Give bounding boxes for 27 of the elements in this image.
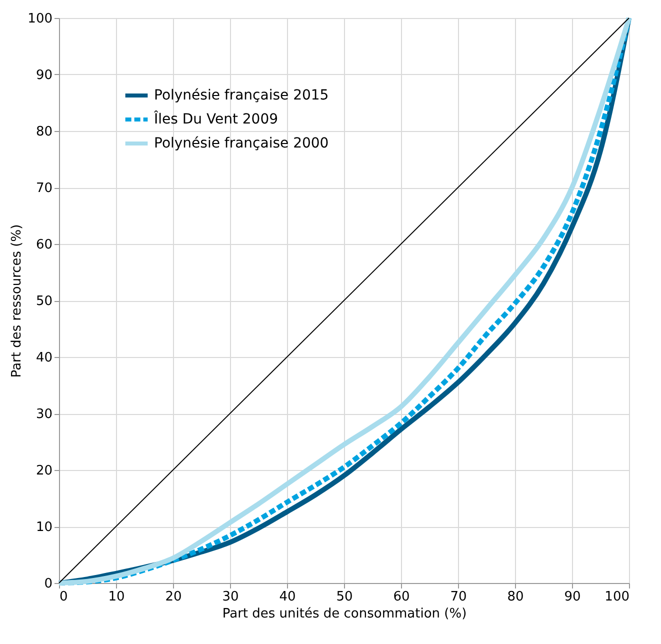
- x-tick-label: 0: [60, 590, 68, 604]
- legend-label: Îles Du Vent 2009: [154, 110, 278, 128]
- legend-label: Polynésie française 2000: [154, 136, 329, 152]
- x-tick-label: 30: [222, 590, 239, 604]
- y-tick-label: 20: [36, 464, 52, 478]
- x-tick-label: 10: [108, 590, 125, 604]
- y-tick-label: 60: [36, 238, 52, 252]
- x-tick-label: 50: [336, 590, 353, 604]
- x-tick-label: 100: [604, 590, 630, 604]
- x-tick-label: 40: [279, 590, 296, 604]
- y-tick-label: 10: [36, 520, 52, 535]
- x-tick-label: 20: [165, 590, 182, 604]
- x-tick-label: 90: [564, 590, 581, 604]
- y-tick-label: 80: [36, 124, 52, 140]
- x-axis-title: Part des unités de consommation (%): [222, 606, 467, 622]
- y-tick-label: 40: [36, 350, 52, 366]
- y-tick-label: 90: [36, 68, 52, 83]
- x-tick-label: 80: [507, 590, 524, 604]
- legend-label: Polynésie française 2015: [154, 88, 329, 104]
- x-tick-label: 60: [393, 590, 410, 604]
- y-tick-label: 0: [44, 576, 52, 592]
- y-tick-label: 30: [36, 407, 52, 422]
- y-tick-label: 70: [36, 181, 52, 196]
- x-tick-label: 70: [450, 590, 467, 604]
- y-tick-label: 100: [28, 12, 52, 26]
- y-axis-title: Part des ressources (%): [10, 224, 25, 378]
- y-tick-label: 50: [36, 294, 52, 309]
